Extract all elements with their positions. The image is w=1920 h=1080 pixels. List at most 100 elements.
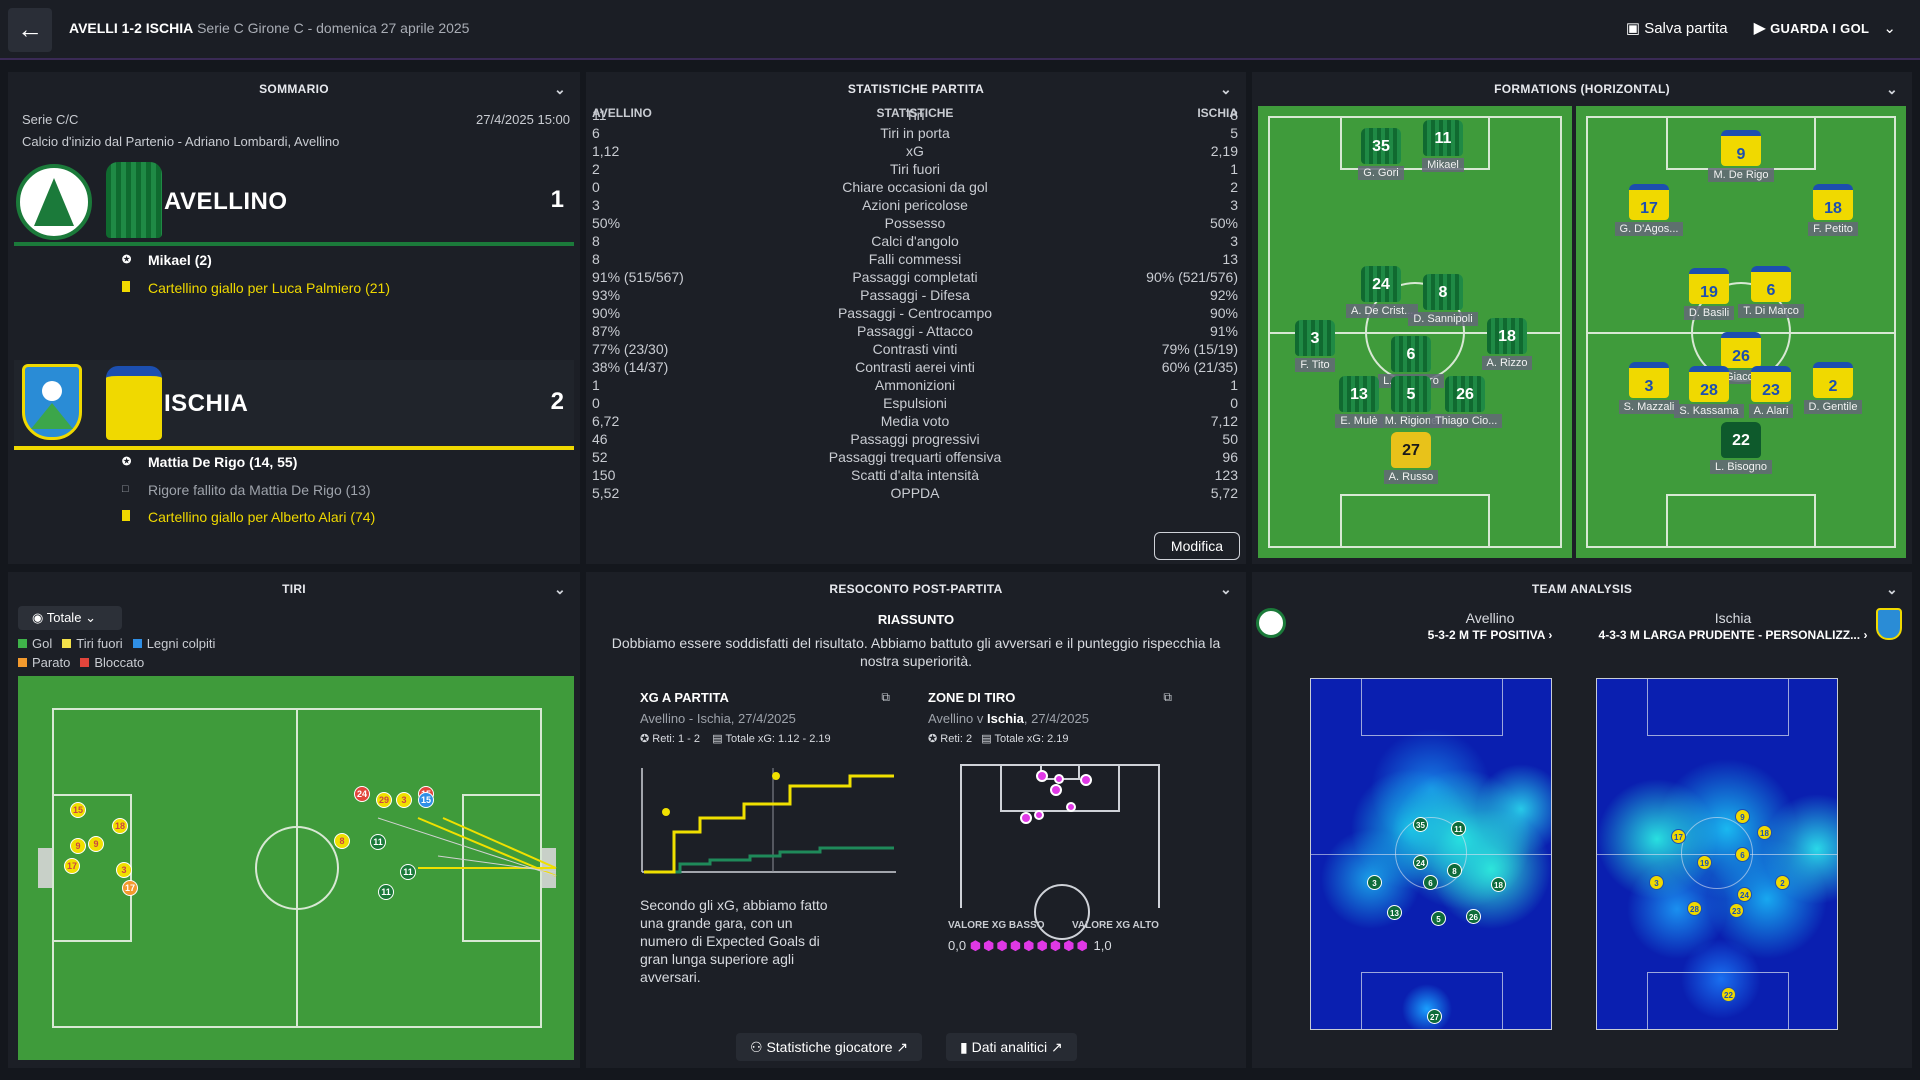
player-card[interactable]: 8 D. Sannipoli xyxy=(1408,274,1478,331)
player-card[interactable]: 9 M. De Rigo xyxy=(1706,130,1776,187)
back-button[interactable]: ← xyxy=(8,8,52,52)
legend-label: Bloccato xyxy=(94,655,145,670)
player-card[interactable]: 22 L. Bisogno xyxy=(1706,422,1776,479)
xg-line-avellino xyxy=(644,846,894,874)
player-name: T. Di Marco xyxy=(1738,304,1804,318)
player-card[interactable]: 3 F. Tito xyxy=(1280,320,1350,377)
player-card[interactable]: 5 M. Rigione xyxy=(1376,376,1446,433)
formations-title: FORMATIONS (HORIZONTAL) xyxy=(1494,82,1670,96)
shot-marker[interactable]: 9 xyxy=(88,836,104,852)
shot-marker[interactable]: 15 xyxy=(418,792,434,808)
chevron-down-icon[interactable]: ⌄ xyxy=(1885,81,1898,97)
stat-label: Passaggi completati xyxy=(852,269,978,285)
shirt-icon: 19 xyxy=(1689,268,1729,304)
xg-card: XG A PARTITA ⧉ Avellino - Ischia, 27/4/2… xyxy=(640,690,900,990)
stat-label: Passaggi progressivi xyxy=(850,431,980,447)
ischia-small-logo xyxy=(1876,608,1902,640)
player-card[interactable]: 28 S. Kassama xyxy=(1674,366,1744,423)
stats-col-home: AVELLINO xyxy=(592,106,652,120)
heatmap-player-dot: 3 xyxy=(1649,875,1664,890)
player-name: L. Bisogno xyxy=(1710,460,1772,474)
player-card[interactable]: 6 T. Di Marco xyxy=(1736,266,1806,323)
analytics-button[interactable]: ▮ Dati analitici ↗ xyxy=(946,1033,1077,1061)
expand-icon[interactable]: ⧉ xyxy=(881,690,890,704)
analysis-away-formation-link[interactable]: 4-3-3 M LARGA PRUDENTE - PERSONALIZZ... … xyxy=(1598,628,1868,642)
watch-goals-button[interactable]: ▶ GUARDA I GOL ⌄ xyxy=(1754,18,1896,38)
zone-sub-date: , 27/4/2025 xyxy=(1023,711,1089,726)
stat-home-value: 3 xyxy=(592,197,600,213)
away-heatmap: 9 17 18 19 6 3 24 2 28 23 22 xyxy=(1596,678,1838,1030)
shot-marker[interactable]: 8 xyxy=(334,833,350,849)
shot-marker[interactable]: 18 xyxy=(112,818,128,834)
chevron-down-icon[interactable]: ⌄ xyxy=(553,581,566,597)
shot-marker[interactable]: 3 xyxy=(116,862,132,878)
shot-marker[interactable]: 11 xyxy=(370,834,386,850)
shots-pitch: 151899173172429315158111111 xyxy=(18,676,574,1060)
shot-marker[interactable]: 17 xyxy=(122,880,138,896)
heatmap-pitch-lines xyxy=(1597,679,1837,1029)
home-heatmap: 35 11 24 8 3 6 18 13 5 26 27 xyxy=(1310,678,1552,1030)
player-card[interactable]: 13 E. Mulè xyxy=(1324,376,1394,433)
away-team-bar xyxy=(14,446,574,450)
stat-away-value: 1 xyxy=(1230,377,1238,393)
shots-filter-dropdown[interactable]: ◉ Totale ⌄ xyxy=(18,606,122,630)
stat-row: 11 Tiri 8 xyxy=(592,106,1238,124)
stat-away-value: 50 xyxy=(1222,431,1238,447)
formations-panel: FORMATIONS (HORIZONTAL) ⌄ 35 G. Gori 11 Mika… xyxy=(1252,72,1912,564)
chevron-down-icon[interactable]: ⌄ xyxy=(1885,581,1898,597)
chevron-down-icon[interactable]: ⌄ xyxy=(1219,581,1232,597)
expand-icon[interactable]: ⧉ xyxy=(1163,690,1172,704)
heatmap-player-dot: 9 xyxy=(1735,809,1750,824)
home-shirt-icon xyxy=(106,162,162,238)
stat-home-value: 8 xyxy=(592,233,600,249)
player-card[interactable]: 18 A. Rizzo xyxy=(1472,318,1542,375)
shot-marker[interactable]: 3 xyxy=(396,792,412,808)
shot-marker[interactable]: 17 xyxy=(64,858,80,874)
player-card[interactable]: 17 G. D'Agos... xyxy=(1614,184,1684,241)
shot-marker[interactable]: 11 xyxy=(400,864,416,880)
shot-marker[interactable]: 24 xyxy=(354,786,370,802)
stat-row: 50% Possesso 50% xyxy=(592,214,1238,232)
shirt-icon: 3 xyxy=(1629,362,1669,398)
shot-marker[interactable]: 15 xyxy=(70,802,86,818)
external-link-icon: ↗ xyxy=(1050,1039,1063,1055)
chevron-down-icon[interactable]: ⌄ xyxy=(553,81,566,97)
save-match-button[interactable]: ▣ Salva partita xyxy=(1626,19,1728,37)
shot-marker[interactable]: 11 xyxy=(378,884,394,900)
player-stats-button[interactable]: ⚇ Statistiche giocatore ↗ xyxy=(736,1033,923,1061)
analysis-home-formation-link[interactable]: 5-3-2 M TF POSITIVA › xyxy=(1427,628,1553,642)
player-card[interactable]: 3 S. Mazzali xyxy=(1614,362,1684,419)
stats-col-away: ISCHIA xyxy=(1197,106,1238,120)
stat-home-value: 50% xyxy=(592,215,621,231)
shot-zone-dot xyxy=(1020,812,1032,824)
shot-marker[interactable]: 9 xyxy=(70,838,86,854)
player-name: A. De Crist... xyxy=(1346,304,1419,318)
player-card[interactable]: 23 A. Alari xyxy=(1736,366,1806,423)
player-card[interactable]: 11 Mikael xyxy=(1408,120,1478,177)
shirt-icon: 6 xyxy=(1391,336,1431,372)
stat-away-value: 13 xyxy=(1222,251,1238,267)
player-card[interactable]: 26 Thiago Cio... xyxy=(1430,376,1503,433)
shot-zone-dot xyxy=(1054,774,1064,784)
away-formation-pitch: 9 M. De Rigo 17 G. D'Agos... 18 F. Petito 19 D.… xyxy=(1576,106,1906,558)
edit-stats-button[interactable]: Modifica xyxy=(1154,532,1240,560)
player-card[interactable]: 35 G. Gori xyxy=(1346,128,1416,185)
shots-filter-value: Totale xyxy=(46,610,82,625)
stats-panel: STATISTICHE PARTITA ⌄ AVELLINO STATISTICH… xyxy=(586,72,1246,564)
player-card[interactable]: 18 F. Petito xyxy=(1798,184,1868,241)
analysis-away-formation: 4-3-3 M LARGA PRUDENTE - PERSONALIZZ... xyxy=(1598,628,1861,642)
zone-sub-home: Avellino v xyxy=(928,711,984,726)
player-card[interactable]: 19 D. Basili xyxy=(1674,268,1744,325)
player-name: D. Basili xyxy=(1683,306,1735,320)
stat-row: 1,12 xG 2,19 xyxy=(592,142,1238,160)
player-card[interactable]: 2 D. Gentile xyxy=(1798,362,1868,419)
shot-marker[interactable]: 29 xyxy=(376,792,392,808)
legend-item: Gol xyxy=(18,636,52,651)
player-card[interactable]: 24 A. De Crist... xyxy=(1346,266,1419,323)
stat-row: 90% Passaggi - Centrocampo 90% xyxy=(592,304,1238,322)
chevron-down-icon[interactable]: ⌄ xyxy=(1219,81,1232,97)
player-card[interactable]: 27 A. Russo xyxy=(1376,432,1446,489)
stat-away-value: 79% (15/19) xyxy=(1161,341,1238,357)
heatmap-player-dot: 11 xyxy=(1451,821,1466,836)
stat-label: Passaggi trequarti offensiva xyxy=(828,449,1002,465)
